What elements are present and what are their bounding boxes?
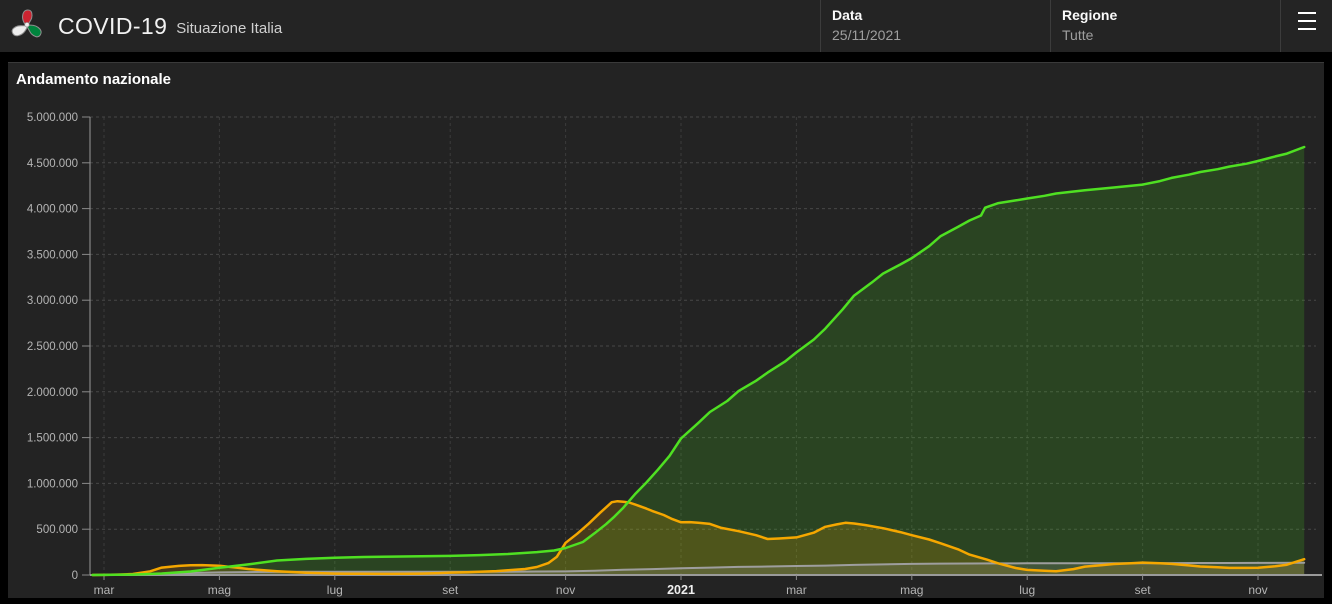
series-line-attualmente_positivi[interactable] (91, 499, 1306, 577)
area-attualmente_positivi (92, 501, 1305, 575)
y-tick-label: 500.000 (36, 524, 78, 536)
hamburger-icon (1297, 12, 1316, 30)
app-header: COVID-19 Situazione Italia Data 25/11/20… (0, 0, 1332, 52)
protezione-civile-logo-icon (8, 6, 46, 46)
y-tick-label: 3.500.000 (27, 249, 78, 261)
y-tick-label: 5.000.000 (27, 112, 78, 124)
area-guariti (92, 147, 1305, 575)
y-tick-label: 3.000.000 (27, 295, 78, 307)
x-tick-label: lug (1019, 583, 1035, 597)
x-tick-label: nov (556, 583, 575, 597)
date-selector[interactable]: Data 25/11/2021 (820, 0, 1050, 52)
date-selector-value: 25/11/2021 (832, 27, 902, 43)
x-tick-label: set (442, 583, 459, 597)
y-tick-label: 2.500.000 (27, 341, 78, 353)
region-selector-value: Tutte (1062, 27, 1094, 43)
x-tick-label: mag (900, 583, 923, 597)
menu-button[interactable] (1280, 0, 1332, 52)
y-tick-label: 4.500.000 (27, 158, 78, 170)
y-tick-label: 1.500.000 (27, 433, 78, 445)
date-selector-label: Data (832, 7, 863, 23)
x-tick-label: mar (94, 583, 115, 597)
y-tick-label: 1.000.000 (27, 478, 78, 490)
y-tick-label: 4.000.000 (27, 204, 78, 216)
app-brand: COVID-19 Situazione Italia (0, 0, 820, 52)
x-tick-label: lug (327, 583, 343, 597)
region-selector-label: Regione (1062, 7, 1118, 23)
x-tick-label: 2021 (667, 583, 695, 597)
y-tick-label: 2.000.000 (27, 387, 78, 399)
x-tick-label: set (1135, 583, 1152, 597)
app-subtitle: Situazione Italia (176, 19, 283, 37)
panel-title: Andamento nazionale (16, 71, 172, 88)
x-tick-label: nov (1248, 583, 1267, 597)
region-selector[interactable]: Regione Tutte (1050, 0, 1280, 52)
x-tick-label: mag (208, 583, 231, 597)
series-line-guariti[interactable] (91, 145, 1306, 577)
app-title: COVID-19 (58, 12, 168, 39)
chart-panel: Andamento nazionale (8, 62, 1324, 598)
x-tick-label: mar (786, 583, 807, 597)
y-tick-label: 0 (72, 570, 78, 582)
